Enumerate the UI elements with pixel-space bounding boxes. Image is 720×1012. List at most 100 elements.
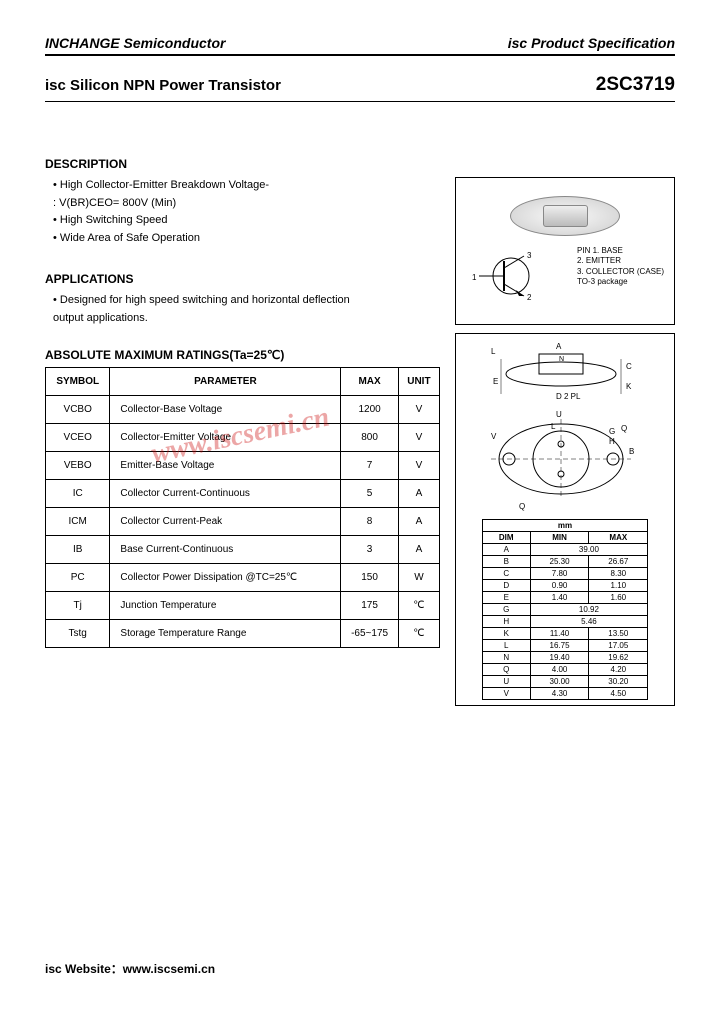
table-row: V 4.30 4.50 bbox=[482, 688, 647, 700]
table-row: C 7.80 8.30 bbox=[482, 568, 647, 580]
table-row: Tj Junction Temperature 175 ℃ bbox=[46, 591, 440, 619]
unit-cell: A bbox=[398, 479, 439, 507]
ratings-heading: ABSOLUTE MAXIMUM RATINGS(Ta=25℃) bbox=[45, 348, 440, 362]
dim-cell: D bbox=[482, 580, 530, 592]
dim-max: 13.50 bbox=[589, 628, 648, 640]
max-cell: 3 bbox=[341, 535, 398, 563]
dim-cell: G bbox=[482, 604, 530, 616]
table-row: N 19.40 19.62 bbox=[482, 652, 647, 664]
svg-text:A: A bbox=[556, 342, 562, 351]
drawing-box: E C K A D 2 PL L N V bbox=[455, 333, 675, 706]
param-cell: Collector Current-Continuous bbox=[110, 479, 341, 507]
table-row: Tstg Storage Temperature Range -65~175 ℃ bbox=[46, 619, 440, 647]
dim-cell: H bbox=[482, 616, 530, 628]
svg-text:L: L bbox=[551, 422, 556, 431]
header-row: INCHANGE Semiconductor isc Product Speci… bbox=[45, 35, 675, 54]
max-cell: 8 bbox=[341, 507, 398, 535]
pin3-label: 3. COLLECTOR (CASE) bbox=[577, 267, 664, 277]
param-cell: Storage Temperature Range bbox=[110, 619, 341, 647]
pin-diagram: 1 3 2 PIN 1. BASE 2. EMITTER 3. COLLECTO… bbox=[464, 246, 666, 316]
param-cell: Emitter-Base Voltage bbox=[110, 451, 341, 479]
table-row: VCEO Collector-Emitter Voltage 800 V bbox=[46, 423, 440, 451]
dim-max: 17.05 bbox=[589, 640, 648, 652]
technical-drawing: E C K A D 2 PL L N V bbox=[461, 339, 669, 514]
max-cell: 7 bbox=[341, 451, 398, 479]
dim-val: 5.46 bbox=[530, 616, 648, 628]
dim-min: 1.40 bbox=[530, 592, 589, 604]
table-row: D 0.90 1.10 bbox=[482, 580, 647, 592]
table-row: L 16.75 17.05 bbox=[482, 640, 647, 652]
table-row: E 1.40 1.60 bbox=[482, 592, 647, 604]
sym-cell: ICM bbox=[46, 507, 110, 535]
svg-text:K: K bbox=[626, 382, 632, 391]
dim-max: 1.10 bbox=[589, 580, 648, 592]
app-item: • Designed for high speed switching and … bbox=[53, 292, 440, 310]
unit-cell: ℃ bbox=[398, 591, 439, 619]
table-row: VEBO Emitter-Base Voltage 7 V bbox=[46, 451, 440, 479]
max-cell: 1200 bbox=[341, 395, 398, 423]
unit-cell: V bbox=[398, 423, 439, 451]
svg-text:N: N bbox=[559, 356, 564, 363]
svg-text:1: 1 bbox=[472, 273, 477, 282]
dim-min: 11.40 bbox=[530, 628, 589, 640]
dim-cell: A bbox=[482, 544, 530, 556]
dim-max: 8.30 bbox=[589, 568, 648, 580]
sym-cell: VEBO bbox=[46, 451, 110, 479]
svg-text:D 2 PL: D 2 PL bbox=[556, 392, 581, 401]
svg-text:C: C bbox=[626, 362, 632, 371]
dim-min: 30.00 bbox=[530, 676, 589, 688]
title-rule bbox=[45, 101, 675, 102]
unit-cell: A bbox=[398, 507, 439, 535]
param-cell: Junction Temperature bbox=[110, 591, 341, 619]
unit-cell: V bbox=[398, 451, 439, 479]
unit-cell: ℃ bbox=[398, 619, 439, 647]
applications-heading: APPLICATIONS bbox=[45, 272, 440, 286]
svg-text:G: G bbox=[609, 427, 615, 436]
dim-cell: Q bbox=[482, 664, 530, 676]
sym-cell: Tj bbox=[46, 591, 110, 619]
param-cell: Collector Current-Peak bbox=[110, 507, 341, 535]
svg-text:H: H bbox=[609, 437, 615, 446]
content-wrap: DESCRIPTION • High Collector-Emitter Bre… bbox=[45, 157, 675, 706]
table-row: PC Collector Power Dissipation @TC=25℃ 1… bbox=[46, 563, 440, 591]
dim-cell: C bbox=[482, 568, 530, 580]
dim-max: 1.60 bbox=[589, 592, 648, 604]
part-number: 2SC3719 bbox=[596, 74, 675, 96]
sym-cell: Tstg bbox=[46, 619, 110, 647]
svg-text:L: L bbox=[491, 347, 496, 356]
sym-cell: IC bbox=[46, 479, 110, 507]
description-heading: DESCRIPTION bbox=[45, 157, 440, 171]
dim-min: 0.90 bbox=[530, 580, 589, 592]
sym-cell: IB bbox=[46, 535, 110, 563]
svg-text:3: 3 bbox=[527, 251, 532, 260]
dim-max: 26.67 bbox=[589, 556, 648, 568]
table-row: IB Base Current-Continuous 3 A bbox=[46, 535, 440, 563]
max-cell: -65~175 bbox=[341, 619, 398, 647]
dim-col: MAX bbox=[589, 532, 648, 544]
applications-list: • Designed for high speed switching and … bbox=[45, 292, 440, 327]
max-cell: 175 bbox=[341, 591, 398, 619]
param-cell: Collector-Base Voltage bbox=[110, 395, 341, 423]
svg-text:B: B bbox=[629, 447, 634, 456]
dim-cell: V bbox=[482, 688, 530, 700]
param-cell: Collector-Emitter Voltage bbox=[110, 423, 341, 451]
sym-cell: VCEO bbox=[46, 423, 110, 451]
sym-cell: VCBO bbox=[46, 395, 110, 423]
dim-cell: B bbox=[482, 556, 530, 568]
max-cell: 150 bbox=[341, 563, 398, 591]
svg-text:Q: Q bbox=[519, 502, 525, 511]
transistor-symbol-icon: 1 3 2 bbox=[469, 246, 559, 311]
description-list: • High Collector-Emitter Breakdown Volta… bbox=[45, 177, 440, 247]
ratings-table: SYMBOL PARAMETER MAX UNIT VCBO Collector… bbox=[45, 367, 440, 648]
pin2-label: 2. EMITTER bbox=[577, 256, 664, 266]
dim-cell: L bbox=[482, 640, 530, 652]
dim-cell: E bbox=[482, 592, 530, 604]
sym-cell: PC bbox=[46, 563, 110, 591]
dim-max: 4.20 bbox=[589, 664, 648, 676]
max-cell: 800 bbox=[341, 423, 398, 451]
dim-unit-header: mm bbox=[482, 520, 647, 532]
desc-item: • Wide Area of Safe Operation bbox=[53, 230, 440, 248]
package-photo bbox=[510, 196, 620, 236]
param-cell: Base Current-Continuous bbox=[110, 535, 341, 563]
dim-val: 10.92 bbox=[530, 604, 648, 616]
